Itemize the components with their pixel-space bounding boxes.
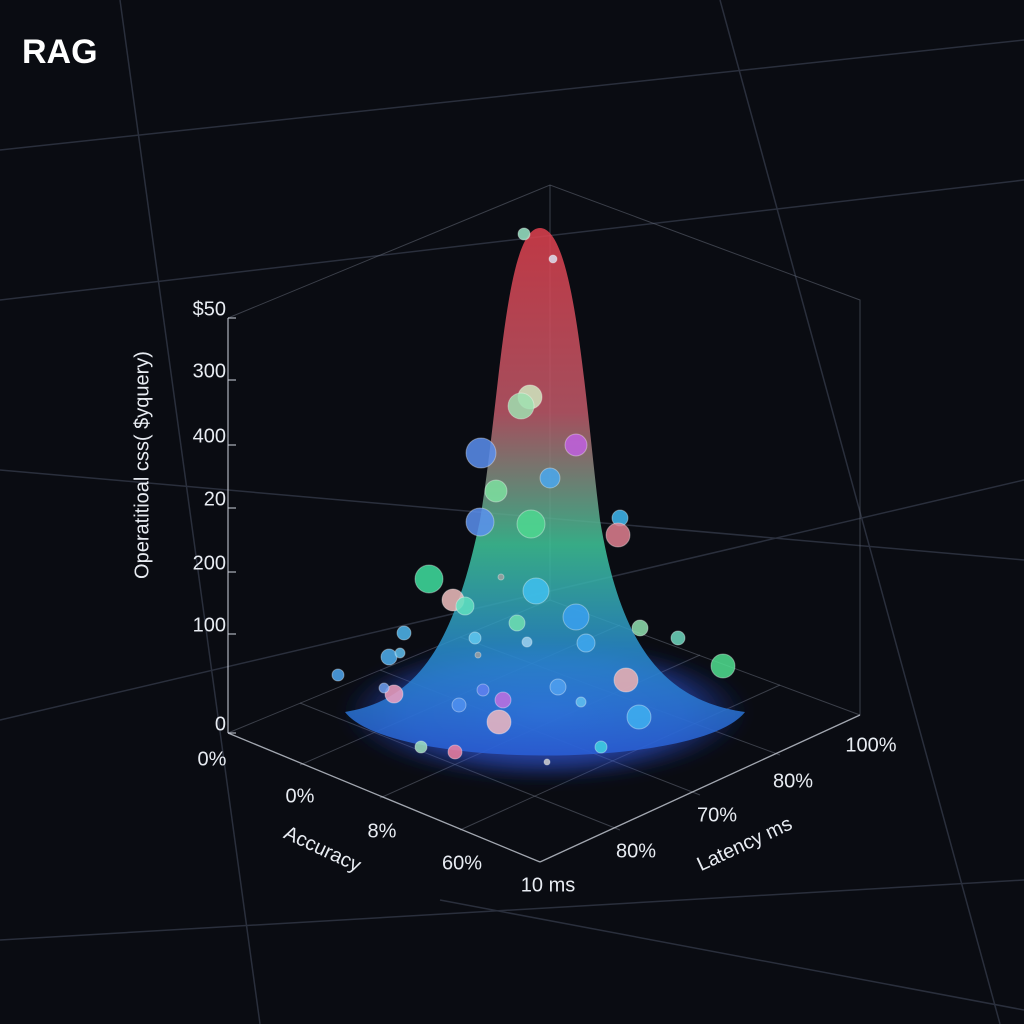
cost-tick-label: 300 [193, 360, 226, 382]
bubble [378, 682, 390, 694]
bubble [631, 619, 649, 637]
accuracy-tick-label: 0% [198, 748, 227, 770]
title: RAG [22, 33, 98, 71]
bubble [508, 614, 526, 632]
bubble [380, 648, 398, 666]
bubble [474, 651, 482, 659]
bubbles [331, 227, 736, 766]
bubble [384, 684, 404, 704]
bubble [521, 636, 533, 648]
latency-tick-label: 10 ms [521, 874, 575, 896]
cost-axis-label: Operatitioal css( $yquery) [131, 351, 153, 579]
latency-tick-label: 80% [773, 770, 813, 792]
cost-tick-label: 20 [204, 488, 226, 510]
bubble [605, 522, 631, 548]
bubble [455, 596, 475, 616]
bubble [476, 683, 490, 697]
bubble [613, 667, 639, 693]
bubble [396, 625, 412, 641]
bubble [575, 696, 587, 708]
bubble [465, 507, 495, 537]
bubble [516, 509, 546, 539]
bubble [494, 691, 512, 709]
bubble [670, 630, 686, 646]
bubble [522, 577, 550, 605]
bubble [486, 709, 512, 735]
bubble [517, 227, 531, 241]
bubble [576, 633, 596, 653]
bubble [507, 392, 535, 420]
bubble [484, 479, 508, 503]
bubble [447, 744, 463, 760]
cost-tick-label: $50 [193, 298, 226, 320]
cost-tick-label: 400 [193, 425, 226, 447]
bubble [331, 668, 345, 682]
bubble [451, 697, 467, 713]
bubble [394, 647, 406, 659]
axes [227, 318, 861, 863]
bubble [468, 631, 482, 645]
latency-tick-label: 70% [697, 804, 737, 826]
bubble [564, 433, 588, 457]
bubble [594, 740, 608, 754]
bubble [543, 758, 551, 766]
bubble [549, 678, 567, 696]
cost-tick-label: 0 [215, 713, 226, 735]
cost-tick-label: 200 [193, 552, 226, 574]
bubble [626, 704, 652, 730]
accuracy-tick-label: 8% [368, 820, 397, 842]
bubble [548, 254, 558, 264]
bubble [539, 467, 561, 489]
surface-peak [345, 228, 745, 756]
bubble [414, 564, 444, 594]
bubble [414, 740, 428, 754]
cost-tick-label: 100 [193, 614, 226, 636]
bubble [465, 437, 497, 469]
bubble [562, 603, 590, 631]
tick-labels: $50 300 400 20 200 100 0 0% 0% 8% 60% 10 ms 80% 70% 80… [193, 298, 897, 896]
accuracy-tick-label: 60% [442, 852, 482, 874]
accuracy-tick-label: 0% [286, 785, 315, 807]
latency-tick-label: 80% [616, 840, 656, 862]
bubble [497, 573, 505, 581]
latency-tick-label: 100% [845, 734, 896, 756]
bubble [710, 653, 736, 679]
